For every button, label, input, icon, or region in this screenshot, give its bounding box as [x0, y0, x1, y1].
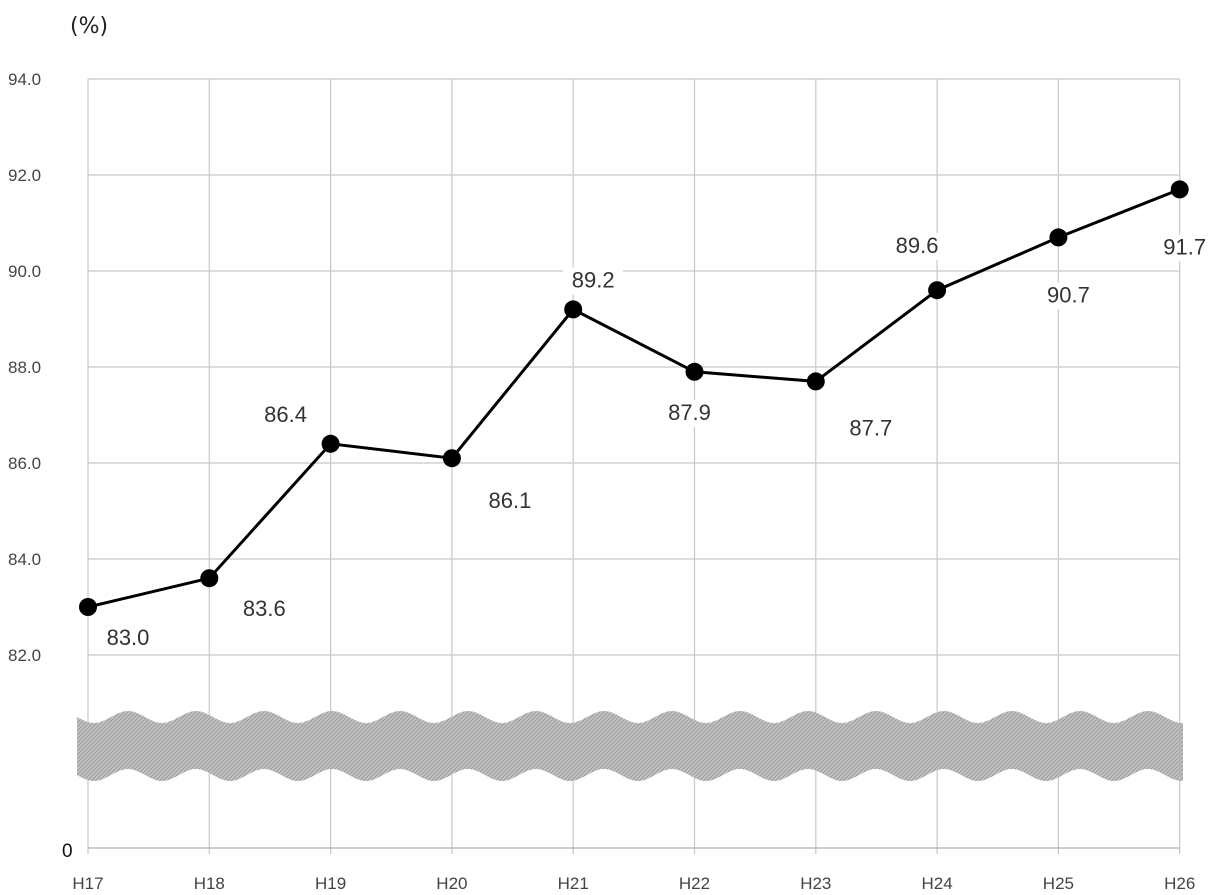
- data-label-bg: [840, 415, 901, 443]
- y-origin-label: 0: [62, 841, 73, 862]
- y-tick-label: 82.0: [8, 646, 41, 665]
- data-label: 90.7: [1047, 282, 1090, 307]
- series-line: [87, 188, 1181, 609]
- data-label: 91.7: [1163, 234, 1206, 259]
- x-tick-label: H21: [558, 874, 589, 893]
- x-tick-label: H17: [72, 874, 103, 893]
- y-tick-label: 94.0: [8, 70, 41, 89]
- data-label-bg: [479, 488, 540, 516]
- x-tick-label: H18: [194, 874, 225, 893]
- data-point: [79, 598, 97, 616]
- y-tick-label: 88.0: [8, 358, 41, 377]
- y-tick-label: 84.0: [8, 550, 41, 569]
- data-point: [806, 372, 825, 391]
- data-label: 89.2: [572, 267, 615, 292]
- x-tick-label: H25: [1043, 874, 1074, 893]
- data-label-bg: [887, 233, 948, 261]
- data-point: [685, 362, 704, 381]
- data-label-bg: [255, 401, 316, 429]
- data-point: [1170, 180, 1189, 199]
- x-tick-label: H22: [679, 874, 710, 893]
- data-label-bg: [1038, 282, 1099, 310]
- x-tick-labels: H17 H18 H19 H20 H21 H22 H23 H24 H25 H26: [72, 874, 1195, 893]
- data-label: 83.6: [243, 596, 286, 621]
- data-label: 87.9: [668, 400, 711, 425]
- data-label-bg: [659, 399, 720, 427]
- data-point: [1049, 228, 1068, 247]
- data-labels: 83.0 83.6 86.4 86.1 89.2 87.9 87.7 89.6 90.7 91.7: [98, 233, 1211, 652]
- data-label: 89.6: [896, 233, 939, 258]
- data-label: 83.0: [107, 625, 150, 650]
- data-label: 86.4: [264, 402, 307, 427]
- horizontal-gridlines: [88, 78, 1180, 849]
- data-label: 87.7: [849, 415, 892, 440]
- y-tick-label: 90.0: [8, 262, 41, 281]
- data-point: [200, 569, 219, 588]
- data-point: [442, 449, 461, 468]
- data-label-bg: [1154, 234, 1211, 262]
- x-tick-label: H23: [800, 874, 831, 893]
- data-label-bg: [98, 625, 158, 652]
- x-tick-label: H24: [922, 874, 953, 893]
- x-tick-label: H19: [315, 874, 346, 893]
- data-label-bg: [563, 267, 624, 295]
- y-tick-label: 86.0: [8, 454, 41, 473]
- axis-break-band: [77, 711, 1183, 781]
- x-tick-label: H26: [1164, 874, 1195, 893]
- data-points: [79, 180, 1189, 616]
- data-point: [928, 281, 947, 300]
- y-unit-label: (%): [70, 14, 109, 39]
- data-point: [564, 300, 583, 319]
- data-label-bg: [234, 596, 295, 624]
- data-label: 86.1: [488, 488, 531, 513]
- y-tick-label: 92.0: [8, 166, 41, 185]
- axis-break-shape: [77, 711, 1183, 781]
- y-tick-labels: 82.0 84.0 86.0 88.0 90.0 92.0 94.0: [8, 70, 41, 665]
- x-tick-label: H20: [436, 874, 467, 893]
- data-point: [321, 434, 340, 453]
